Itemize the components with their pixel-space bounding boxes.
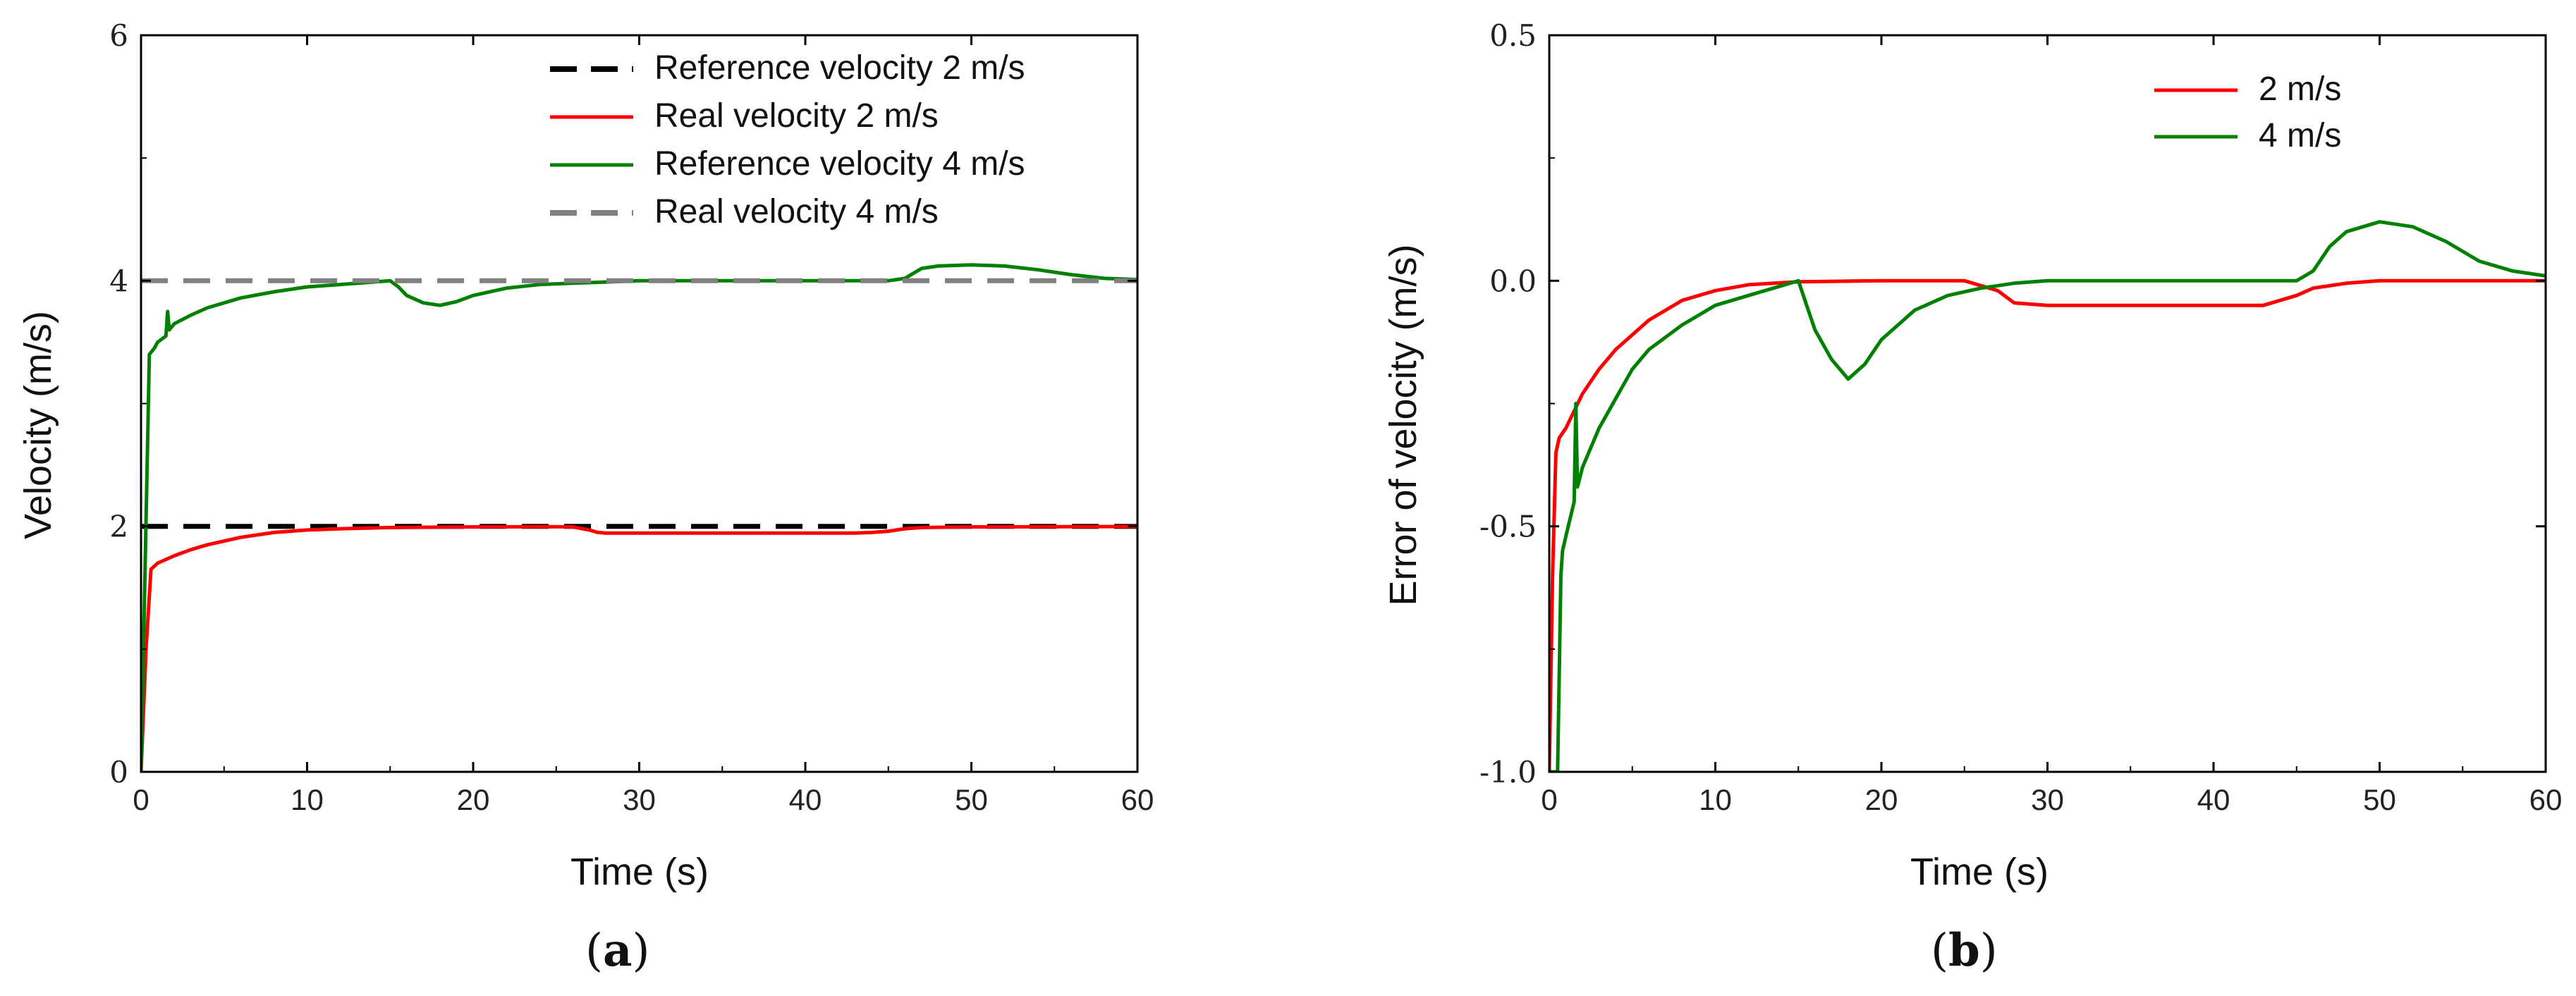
panel-a-chart: 0 10 20 30 40 50 60 0 2 4 6 Time (s) Velocity (m/s… — [17, 18, 1154, 977]
panel-a-tick-labels: 0 10 20 30 40 50 60 0 2 4 6 — [109, 18, 1154, 816]
panel-a-y-tick-label: 6 — [109, 18, 128, 53]
panel-a-y-tick-label: 4 — [109, 264, 128, 298]
panel-a-y-axis-title: Velocity (m/s) — [17, 311, 59, 539]
panel-a-legend-label-4: Real velocity 4 m/s — [654, 193, 939, 230]
panel-b-y-tick-label: 0.0 — [1489, 264, 1537, 298]
panel-b-x-axis-title: Time (s) — [1910, 851, 2049, 893]
panel-b-legend-label-1: 2 m/s — [2259, 70, 2341, 108]
panel-b-x-tick-label: 30 — [2031, 783, 2064, 816]
panel-a-series-line-2 — [141, 524, 1137, 772]
panel-b-series-group — [1549, 220, 2546, 772]
panel-b-y-axis-title: Error of velocity (m/s) — [1382, 244, 1424, 605]
panel-b-legend-label-2: 4 m/s — [2259, 117, 2341, 154]
panel-a-x-tick-label: 50 — [955, 783, 988, 816]
panel-a-axes — [140, 34, 1139, 773]
panel-a-x-tick-label: 40 — [789, 783, 822, 816]
panel-b-x-tick-label: 40 — [2197, 783, 2230, 816]
panel-b-x-tick-label: 20 — [1865, 783, 1898, 816]
panel-b-y-tick-label: 0.5 — [1489, 18, 1537, 53]
panel-a-x-axis-title: Time (s) — [570, 851, 709, 893]
panel-a-x-tick-label: 20 — [457, 783, 490, 816]
panel-b-series-line-1 — [1549, 278, 2546, 772]
panel-b-label: (b) — [1931, 924, 1998, 977]
panel-a-x-tick-label: 30 — [623, 783, 656, 816]
panel-b-x-tick-label: 10 — [1699, 783, 1732, 816]
panel-b-axes — [1548, 34, 2547, 773]
panel-a-label: (a) — [585, 924, 649, 977]
panel-a-series-group — [141, 263, 1137, 772]
panel-b-series-line-2 — [1549, 220, 2546, 772]
panel-a-y-tick-label: 2 — [109, 510, 128, 544]
panel-b-tick-labels: 0 10 20 30 40 50 60 -1.0 -0.5 0.0 0.5 — [1479, 18, 2562, 816]
panel-a-x-tick-label: 60 — [1121, 783, 1154, 816]
panel-a-y-tick-label: 0 — [109, 755, 128, 789]
panel-b-x-tick-label: 50 — [2363, 783, 2396, 816]
panel-a-series-line-3 — [141, 263, 1137, 772]
panel-a-x-tick-label: 10 — [291, 783, 324, 816]
panel-a-legend: Reference velocity 2 m/s Real velocity 2 … — [550, 49, 1025, 230]
panel-a-legend-label-3: Reference velocity 4 m/s — [654, 145, 1025, 183]
panel-a-legend-label-1: Reference velocity 2 m/s — [654, 49, 1025, 87]
panel-b-y-tick-label: -1.0 — [1479, 755, 1537, 789]
panel-b-x-tick-label: 0 — [1541, 783, 1557, 816]
panel-b-chart: 0 10 20 30 40 50 60 -1.0 -0.5 0.0 0.5 Time (s) Err… — [1382, 18, 2562, 977]
panel-b-y-tick-label: -0.5 — [1479, 510, 1537, 544]
panel-b-plot-frame — [1548, 34, 2547, 773]
panel-b-x-tick-label: 60 — [2529, 783, 2563, 816]
panel-a-x-tick-label: 0 — [133, 783, 149, 816]
panel-a-legend-label-2: Real velocity 2 m/s — [654, 97, 939, 135]
panel-b-legend: 2 m/s 4 m/s — [2154, 70, 2341, 154]
